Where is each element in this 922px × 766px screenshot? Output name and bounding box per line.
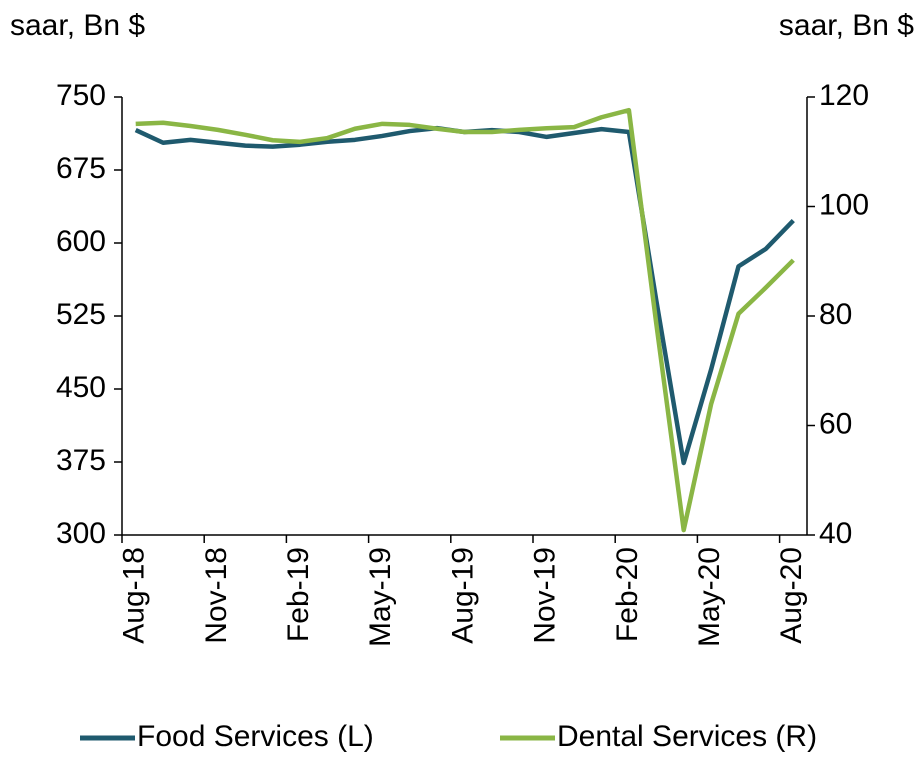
- series-line: [135, 107, 795, 533]
- y2-tick-label: 100: [819, 188, 869, 221]
- x-tick-label: May-20: [693, 547, 726, 647]
- y-tick-label: 675: [56, 152, 106, 185]
- y-axis-label: saar, Bn $: [10, 9, 145, 42]
- x-tick-label: Aug-18: [118, 547, 151, 644]
- x-tick-label: Feb-19: [282, 547, 315, 642]
- y2-axis-label: saar, Bn $: [779, 9, 914, 42]
- x-tick-label: May-19: [364, 547, 397, 647]
- y2-tick-label: 120: [819, 79, 869, 112]
- series-line: [134, 125, 795, 466]
- y2-tick-label: 40: [819, 517, 852, 550]
- x-tick-label: Aug-20: [775, 547, 808, 644]
- legend-label: Dental Services (R): [557, 720, 817, 753]
- y-tick-label: 450: [56, 371, 106, 404]
- y-tick-label: 600: [56, 225, 106, 258]
- y2-tick-label: 60: [819, 407, 852, 440]
- y-tick-label: 300: [56, 517, 106, 550]
- x-tick-label: Nov-18: [200, 547, 233, 644]
- y-tick-label: 525: [56, 298, 106, 331]
- x-tick-label: Feb-20: [611, 547, 644, 642]
- y-tick-label: 375: [56, 444, 106, 477]
- y2-tick-label: 80: [819, 298, 852, 331]
- x-tick-label: Nov-19: [529, 547, 562, 644]
- x-tick-label: Aug-19: [446, 547, 479, 644]
- legend-label: Food Services (L): [137, 720, 374, 753]
- y-tick-label: 750: [56, 79, 106, 112]
